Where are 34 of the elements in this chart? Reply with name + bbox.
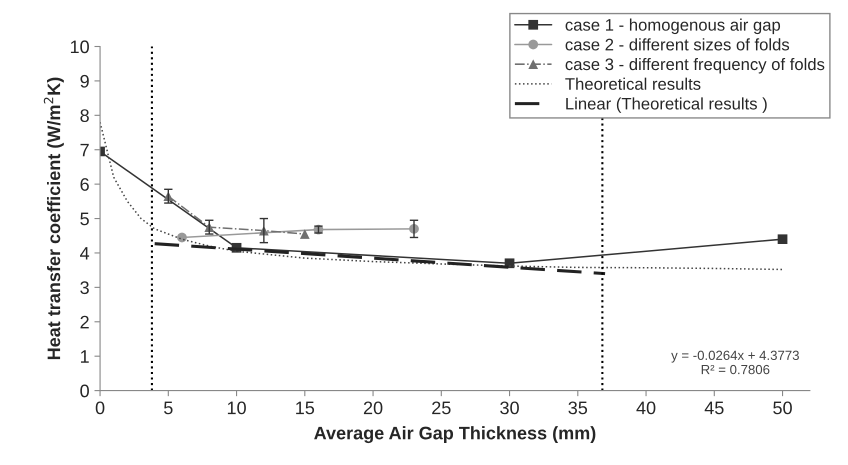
- x-tick-label: 20: [364, 401, 382, 414]
- point: [300, 229, 310, 239]
- legend-label: case 2 - different sizes of folds: [566, 38, 790, 50]
- point: [177, 232, 187, 242]
- legend-label: case 1 - homogenous air gap: [566, 18, 780, 34]
- x-tick-label: 50: [773, 401, 792, 414]
- y-tick-label: 4: [80, 247, 90, 260]
- legend-label: Linear (Theoretical results ): [566, 97, 767, 113]
- annotation: y = -0.0264x + 4.3773 R² = 0.7806: [671, 350, 799, 374]
- y-tick-label: 10: [70, 40, 89, 54]
- x-tick-label: 45: [704, 402, 724, 414]
- y-tick-label: 5: [80, 212, 89, 226]
- x-tick-label: 10: [228, 401, 246, 414]
- point: [778, 234, 788, 244]
- x-tick-label: 0: [96, 401, 104, 414]
- x-tick-label: 5: [164, 402, 173, 414]
- x-tick-label: 15: [296, 402, 314, 414]
- y-axis-title: Heat transfer coefficient (W/m$^{2}$K): [44, 78, 64, 360]
- y-tick-label: 9: [80, 74, 89, 88]
- x-tick-label: 30: [500, 401, 519, 414]
- y-tick-label: 6: [80, 178, 89, 191]
- x-axis-title: Average Air Gap Thickness (mm): [314, 426, 596, 444]
- y-tick-label: 7: [80, 144, 89, 156]
- y-tick-label: 3: [80, 281, 89, 294]
- line-series: [100, 121, 784, 270]
- legend-label: Theoretical results: [565, 78, 700, 90]
- y-tick-label: 1: [80, 350, 89, 363]
- legend-label: case 3 - different frequency of folds: [566, 58, 824, 74]
- x-tick-label: 35: [568, 401, 588, 414]
- y-tick-label: 2: [80, 316, 89, 328]
- y-tick-label: 8: [80, 109, 89, 122]
- x-tick-label: 40: [636, 401, 656, 414]
- x-tick-label: 25: [432, 401, 451, 414]
- y-tick-label: 0: [80, 384, 89, 398]
